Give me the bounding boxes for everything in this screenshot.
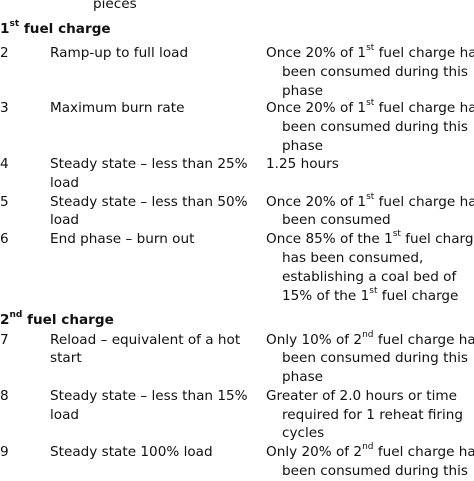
phase-number: 2	[0, 45, 9, 61]
phase-condition: establishing a coal bed of	[282, 269, 457, 285]
section-heading-2nd-fuel-charge: 2nd fuel charge	[0, 310, 114, 328]
phase-number: 7	[0, 332, 9, 348]
section-heading-1st-fuel-charge: 1st fuel charge	[0, 19, 111, 37]
phase-condition: has been consumed,	[282, 250, 424, 266]
phase-condition: 1.25 hours	[266, 156, 339, 172]
phase-condition: Once 85% of the 1st fuel charge	[266, 229, 474, 247]
phase-number: 4	[0, 156, 9, 172]
phase-description: load	[50, 407, 80, 423]
phase-number: 9	[0, 444, 9, 460]
phase-condition: been consumed during this	[282, 64, 468, 80]
phase-description: Steady state – less than 15%	[50, 388, 248, 404]
phase-description: Reload – equivalent of a hot	[50, 332, 241, 348]
phase-condition: phase	[282, 369, 324, 385]
phase-condition: been consumed	[282, 212, 391, 228]
phase-condition: required for 1 reheat firing	[282, 407, 464, 423]
phase-condition: been consumed during this	[282, 119, 468, 135]
phase-description: Steady state – less than 25%	[50, 156, 248, 172]
top-fragment: pieces	[93, 0, 137, 12]
phase-description: End phase – burn out	[50, 231, 195, 247]
phase-description: Steady state – less than 50%	[50, 194, 248, 210]
phase-condition: Only 10% of 2nd fuel charge has	[266, 330, 474, 348]
phase-description: Steady state 100% load	[50, 444, 213, 460]
phase-description: load	[50, 212, 80, 228]
phase-condition: cycles	[282, 425, 325, 441]
phase-description: load	[50, 175, 80, 191]
phase-number: 3	[0, 100, 9, 116]
phase-condition: 15% of the 1st fuel charge	[282, 286, 459, 304]
phase-condition: been consumed during this	[282, 350, 468, 366]
phase-number: 5	[0, 194, 9, 210]
phase-condition: Once 20% of 1st fuel charge has	[266, 98, 474, 116]
phase-condition: Once 20% of 1st fuel charge has	[266, 43, 474, 61]
phase-condition: Greater of 2.0 hours or time	[266, 388, 457, 404]
phase-number: 6	[0, 231, 9, 247]
phase-number: 8	[0, 388, 9, 404]
phase-condition: phase	[282, 83, 324, 99]
phase-condition: Once 20% of 1st fuel charge has	[266, 192, 474, 210]
phase-condition: Only 20% of 2nd fuel charge has	[266, 442, 474, 460]
phase-description: Maximum burn rate	[50, 100, 185, 116]
phase-description: Ramp-up to full load	[50, 45, 189, 61]
phase-condition: phase	[282, 138, 324, 154]
phase-description: start	[50, 350, 82, 366]
phase-condition: been consumed during this	[282, 463, 468, 479]
